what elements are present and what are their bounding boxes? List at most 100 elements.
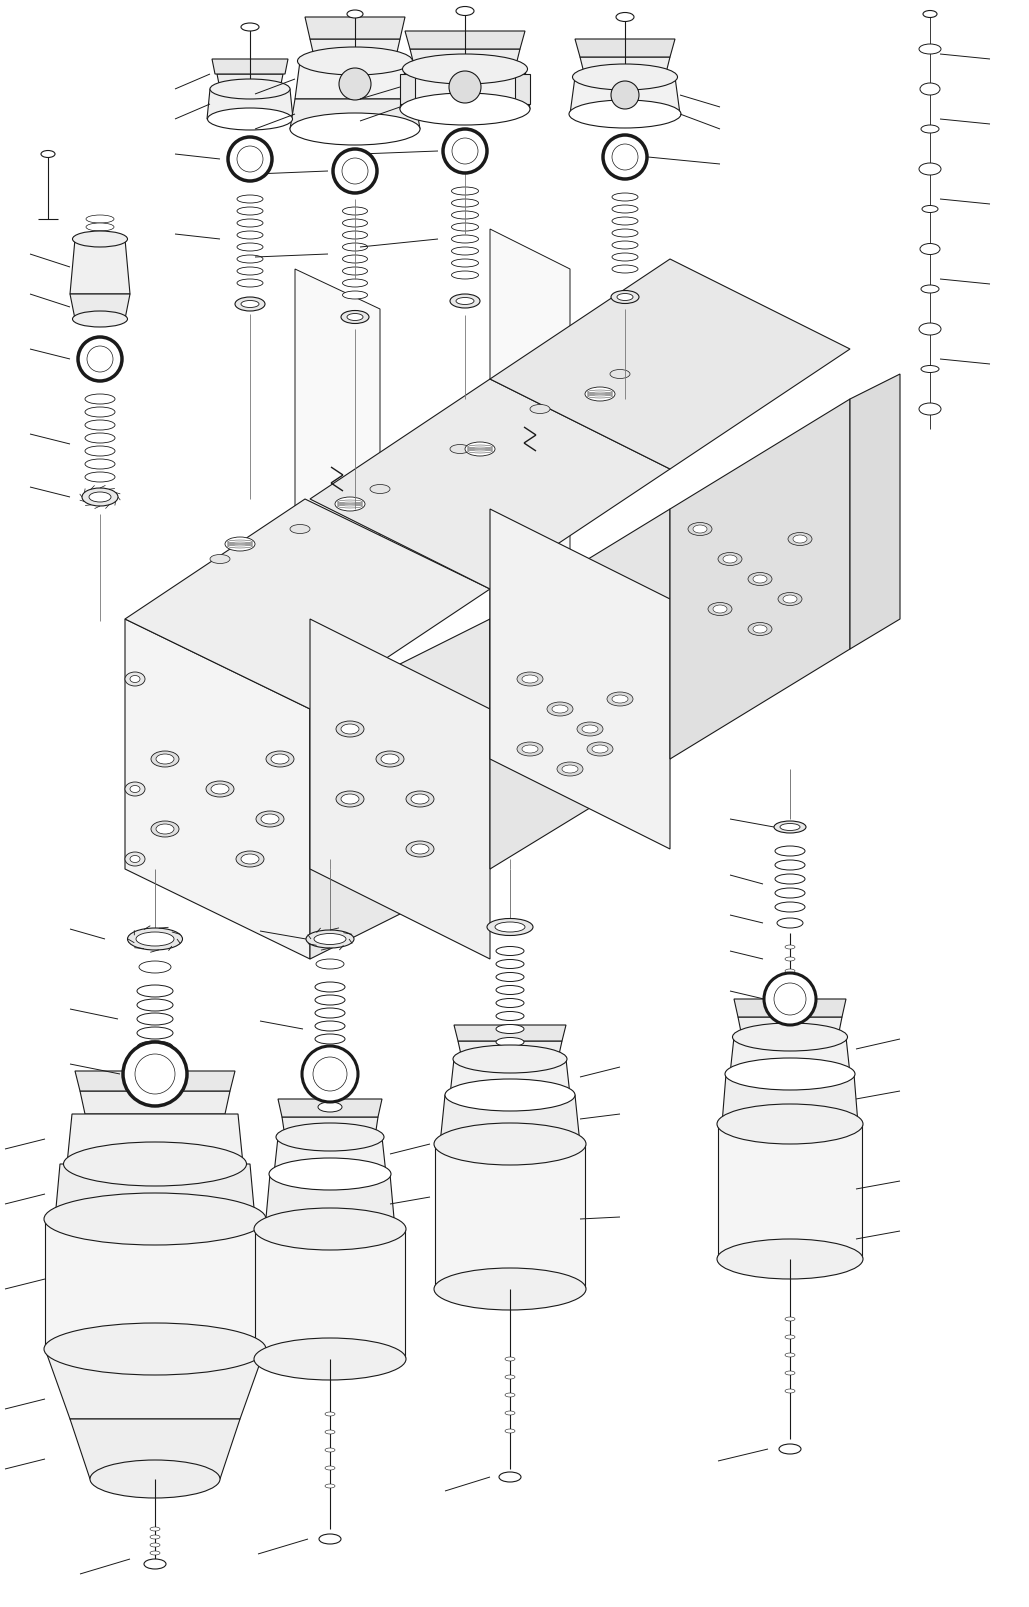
Ellipse shape [315,1022,345,1032]
Ellipse shape [777,919,803,929]
Ellipse shape [785,1371,795,1376]
Ellipse shape [496,1000,524,1008]
Circle shape [764,974,816,1025]
Ellipse shape [921,125,939,133]
Ellipse shape [582,725,598,733]
Circle shape [342,159,368,185]
Ellipse shape [335,498,365,511]
Ellipse shape [325,1466,335,1470]
Ellipse shape [236,852,264,868]
Polygon shape [125,620,310,959]
Ellipse shape [505,1393,514,1396]
Ellipse shape [785,1335,795,1339]
Ellipse shape [343,244,367,252]
Ellipse shape [86,215,114,223]
Ellipse shape [206,781,234,797]
Ellipse shape [306,930,354,948]
Ellipse shape [708,603,732,615]
Polygon shape [738,1017,842,1038]
Ellipse shape [325,1485,335,1488]
Ellipse shape [452,223,478,231]
Ellipse shape [733,1024,848,1051]
Ellipse shape [499,1472,521,1482]
Ellipse shape [725,1059,855,1090]
Ellipse shape [276,1123,384,1151]
Ellipse shape [456,299,474,305]
Ellipse shape [315,1048,345,1057]
Ellipse shape [72,312,128,328]
Polygon shape [458,1041,562,1059]
Polygon shape [282,1117,378,1138]
Circle shape [313,1057,347,1091]
Ellipse shape [411,794,429,805]
Ellipse shape [517,742,543,757]
Ellipse shape [130,857,140,863]
Ellipse shape [64,1143,247,1186]
Ellipse shape [717,1239,863,1279]
Ellipse shape [341,312,369,325]
Ellipse shape [919,403,941,416]
Ellipse shape [381,755,399,765]
Ellipse shape [130,677,140,683]
Ellipse shape [400,93,530,125]
Ellipse shape [237,196,263,204]
Ellipse shape [136,932,174,947]
Circle shape [443,130,487,174]
Polygon shape [310,620,490,959]
Ellipse shape [208,109,292,130]
Ellipse shape [315,1008,345,1019]
Ellipse shape [237,268,263,276]
Ellipse shape [210,80,290,100]
Ellipse shape [450,445,470,455]
Ellipse shape [452,260,478,268]
Polygon shape [278,1099,382,1117]
Ellipse shape [921,286,939,294]
Ellipse shape [612,206,638,214]
Polygon shape [405,32,525,50]
Ellipse shape [150,1527,159,1531]
Ellipse shape [85,421,115,431]
Ellipse shape [341,725,359,734]
Polygon shape [295,63,415,100]
Ellipse shape [241,855,259,865]
Ellipse shape [343,207,367,215]
Ellipse shape [139,961,171,974]
Polygon shape [850,374,900,649]
Ellipse shape [779,1445,801,1454]
Ellipse shape [256,812,284,828]
Ellipse shape [237,280,263,288]
Ellipse shape [748,574,772,587]
Ellipse shape [434,1123,586,1165]
Polygon shape [67,1114,243,1165]
Ellipse shape [487,919,533,935]
Ellipse shape [572,64,677,92]
Ellipse shape [44,1323,267,1376]
Polygon shape [212,59,288,76]
Ellipse shape [150,1551,159,1556]
Polygon shape [45,1220,265,1350]
Ellipse shape [315,982,345,993]
Ellipse shape [919,323,941,336]
Polygon shape [570,79,680,116]
Ellipse shape [785,1318,795,1321]
Ellipse shape [137,985,173,998]
Ellipse shape [85,408,115,418]
Ellipse shape [774,821,806,834]
Ellipse shape [125,673,145,686]
Ellipse shape [775,847,805,857]
Ellipse shape [562,765,578,773]
Ellipse shape [612,230,638,238]
Ellipse shape [552,705,568,714]
Ellipse shape [452,236,478,244]
Ellipse shape [495,922,525,932]
Ellipse shape [612,696,628,704]
Polygon shape [45,1350,265,1419]
Ellipse shape [269,1159,391,1191]
Ellipse shape [85,434,115,444]
Ellipse shape [452,247,478,256]
Circle shape [774,983,806,1016]
Circle shape [87,347,113,373]
Polygon shape [80,1091,230,1114]
Circle shape [237,146,263,174]
Ellipse shape [517,673,543,686]
